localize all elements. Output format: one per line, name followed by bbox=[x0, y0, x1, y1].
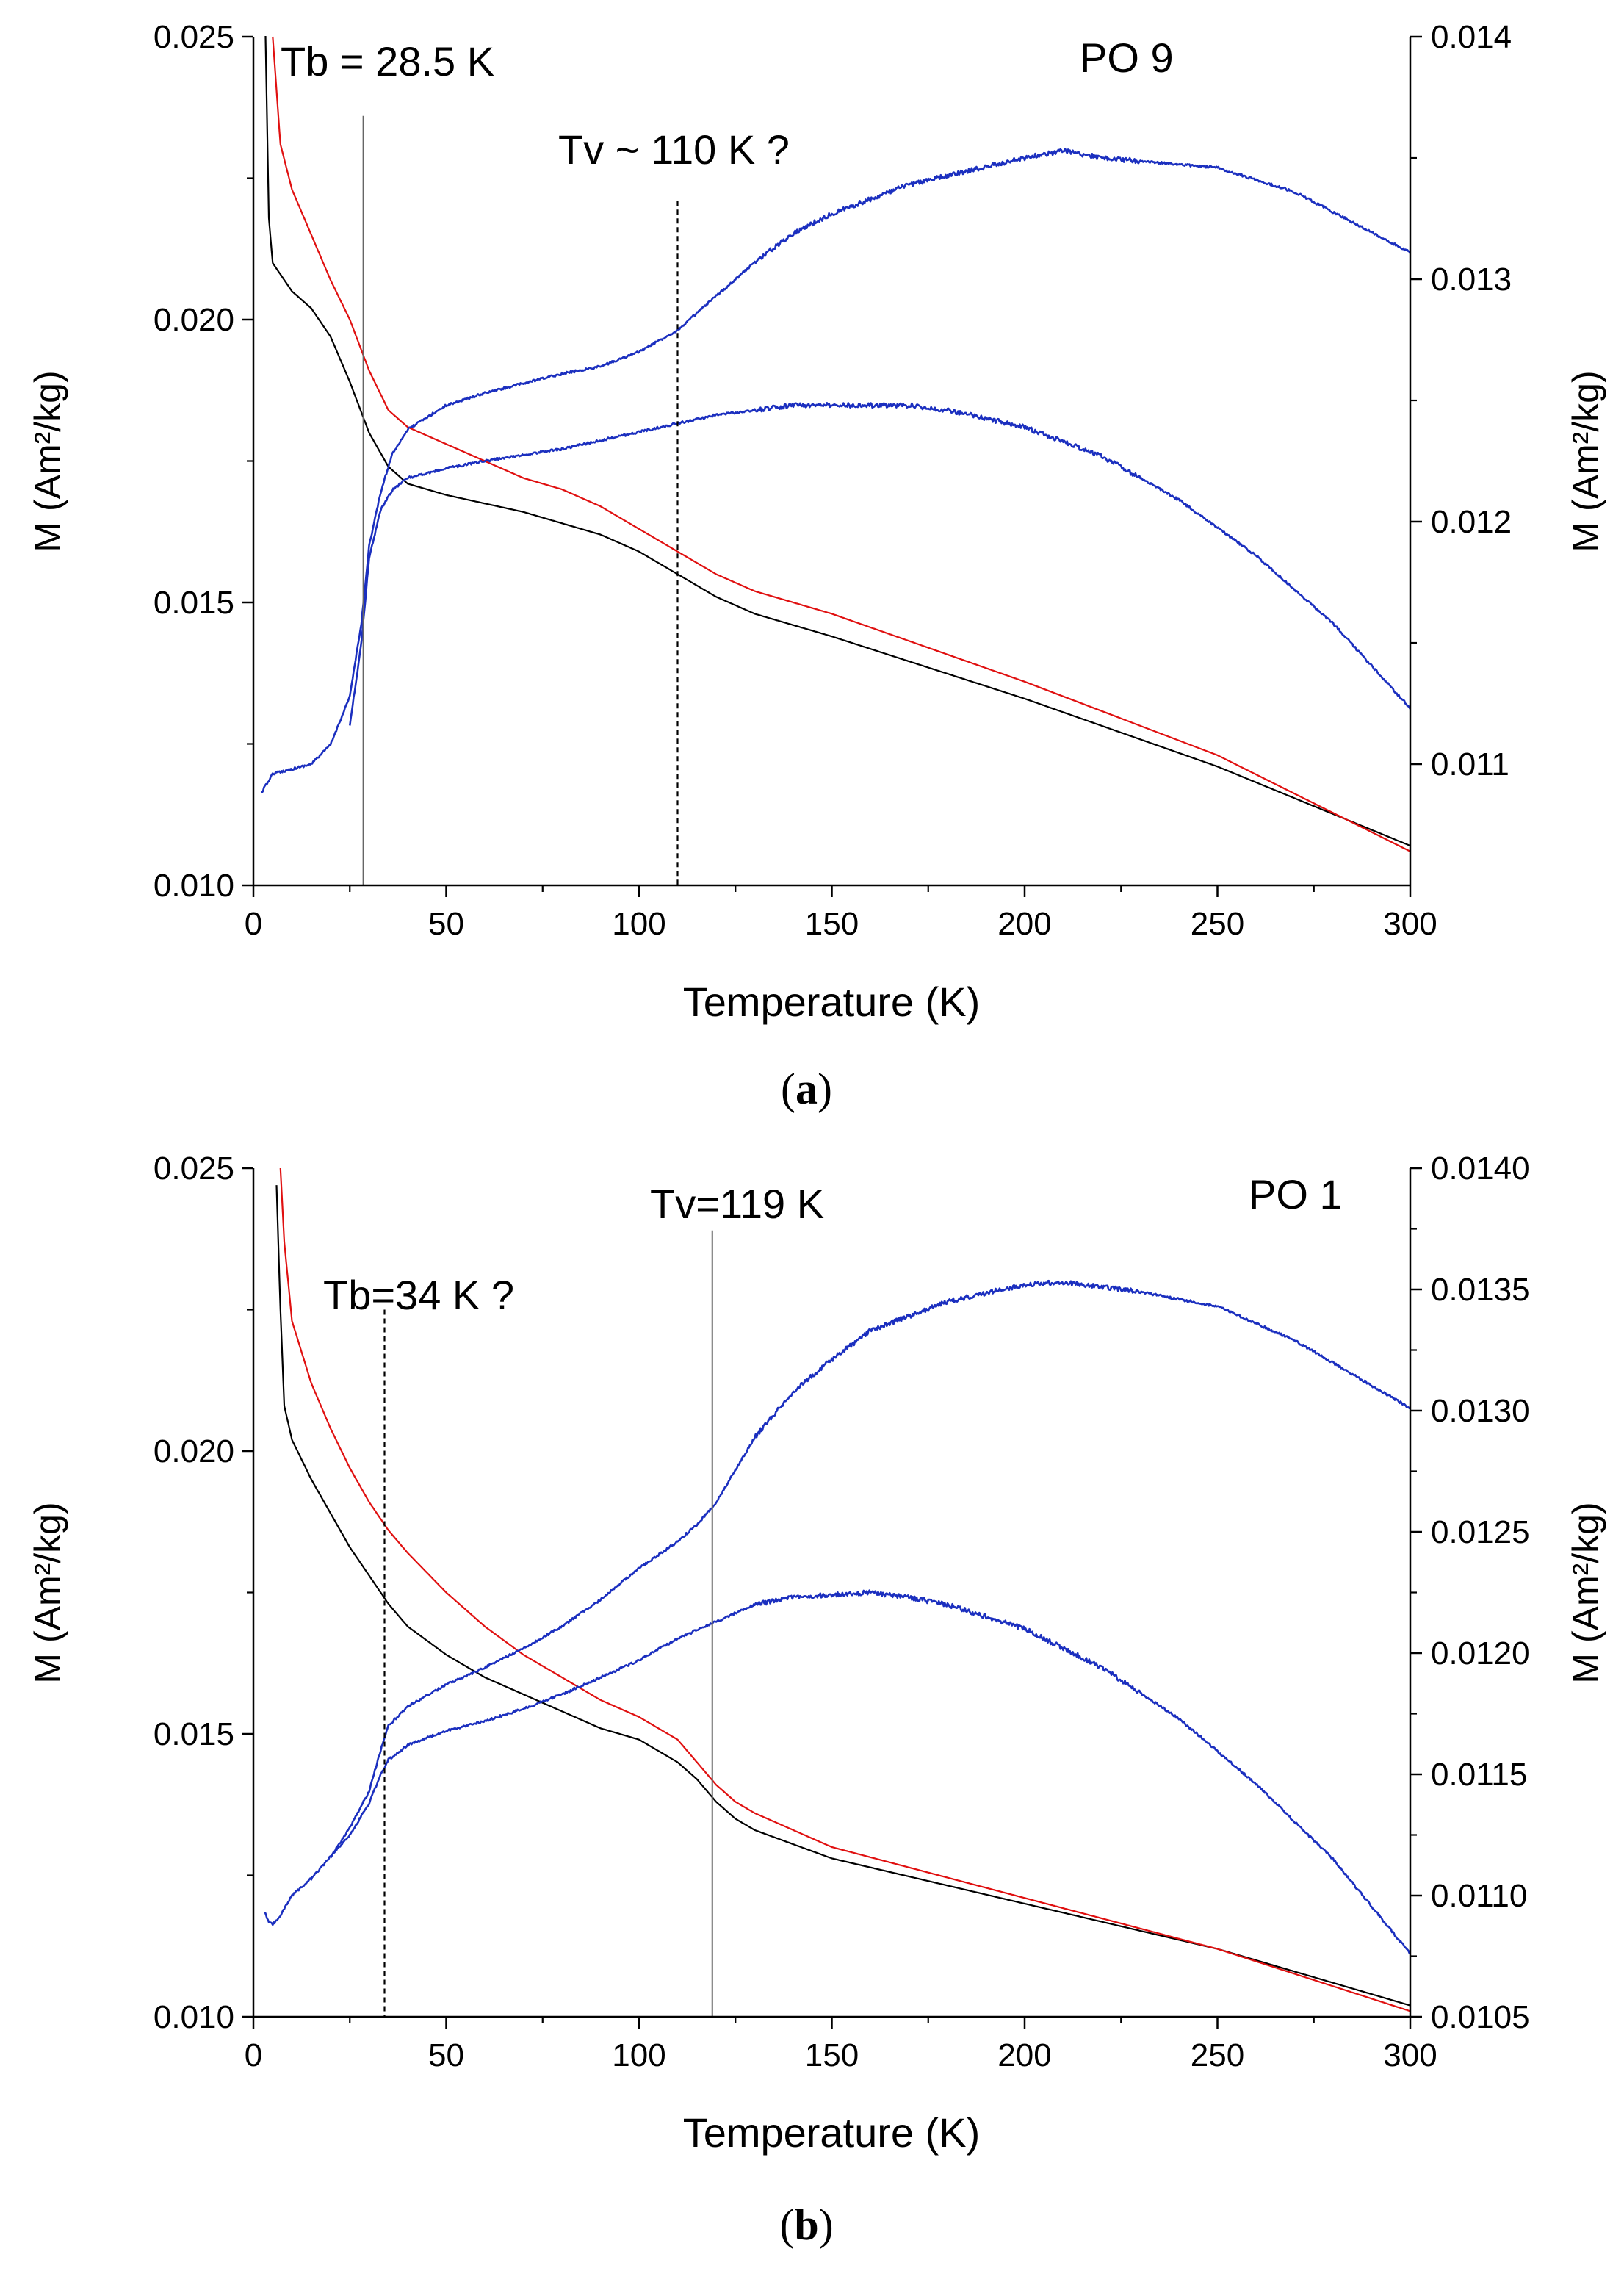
panel-b-x-tick-label: 300 bbox=[1383, 2037, 1437, 2073]
panel-b-y-right-tick-label: 0.0130 bbox=[1431, 1393, 1530, 1429]
panel-a-marker-lines bbox=[362, 115, 679, 885]
panel-a-xlabel: Temperature (K) bbox=[683, 979, 981, 1025]
panel-b-series-blue-lower bbox=[329, 1589, 1410, 1955]
panel-a-x-tick-label: 200 bbox=[997, 906, 1051, 942]
panel-a-y-left-tick-label: 0.015 bbox=[154, 585, 234, 621]
panel-b-y-right-tick-label: 0.0115 bbox=[1431, 1757, 1527, 1793]
panel-b-y-left-tick-label: 0.010 bbox=[154, 1999, 234, 2035]
panel-a-y-right-tick-label: 0.012 bbox=[1431, 504, 1512, 540]
panel-b-y-right-tick-label: 0.0125 bbox=[1431, 1514, 1530, 1550]
panel-a: 0 50 100 150 200 250 300 0.010 0.015 0.020 0.025 0.… bbox=[27, 19, 1606, 1113]
panel-a-ylabel-left: M (Am²/kg) bbox=[27, 370, 68, 552]
panel-b-x-tick-label: 200 bbox=[997, 2037, 1051, 2073]
panel-b-x-tick-label: 100 bbox=[612, 2037, 665, 2073]
panel-b-tv-label: Tv=119 K bbox=[650, 1181, 824, 1227]
panel-a-series bbox=[261, 36, 1410, 852]
panel-a-sample-label: PO 9 bbox=[1080, 35, 1174, 81]
panel-a-x-tick-label: 50 bbox=[428, 906, 464, 942]
panel-a-series-black bbox=[264, 36, 1410, 847]
panel-a-ticks: 0 50 100 150 200 250 300 0.010 0.015 0.020 0.025 0.… bbox=[154, 19, 1512, 942]
panel-b-series bbox=[264, 1167, 1410, 2012]
panel-a-y-left-tick-label: 0.020 bbox=[154, 302, 234, 338]
panel-b-y-right-tick-label: 0.0120 bbox=[1431, 1635, 1530, 1671]
panel-b-caption: (b) bbox=[779, 2200, 833, 2249]
panel-b-y-left-tick-label: 0.025 bbox=[154, 1151, 234, 1187]
panel-a-y-right-tick-label: 0.013 bbox=[1431, 262, 1512, 298]
panel-b-series-blue-upper bbox=[264, 1279, 1410, 1926]
panel-b-y-right-tick-label: 0.0105 bbox=[1431, 1999, 1530, 2035]
panel-a-x-tick-label: 0 bbox=[245, 906, 262, 942]
panel-b-xlabel: Temperature (K) bbox=[683, 2109, 981, 2156]
panel-b-ticks: 0 50 100 150 200 250 300 0.010 0.015 0.020 0.025 0.… bbox=[154, 1151, 1530, 2073]
panel-b-y-right-tick-label: 0.0135 bbox=[1431, 1272, 1530, 1308]
panel-b-x-tick-label: 50 bbox=[428, 2037, 464, 2073]
panel-b-ylabel-left: M (Am²/kg) bbox=[27, 1502, 68, 1683]
panel-b-sample-label: PO 1 bbox=[1249, 1171, 1343, 1217]
panel-b-series-red bbox=[279, 1167, 1410, 2012]
panel-a-x-tick-label: 250 bbox=[1191, 906, 1244, 942]
panel-b-x-tick-label: 0 bbox=[245, 2037, 262, 2073]
panel-b-tb-label: Tb=34 K ? bbox=[323, 1272, 514, 1318]
panel-a-series-red bbox=[272, 36, 1410, 852]
panel-a-y-left-tick-label: 0.025 bbox=[154, 19, 234, 55]
panel-b-x-tick-label: 250 bbox=[1191, 2037, 1244, 2073]
panel-a-ylabel-right: M (Am²/kg) bbox=[1565, 370, 1606, 552]
panel-b-y-left-tick-label: 0.020 bbox=[154, 1433, 234, 1469]
panel-b-ylabel-right: M (Am²/kg) bbox=[1565, 1502, 1606, 1683]
panel-a-caption: (a) bbox=[781, 1065, 832, 1113]
panel-b-x-tick-label: 150 bbox=[805, 2037, 859, 2073]
panel-a-series-blue-upper bbox=[261, 148, 1410, 793]
panel-a-x-tick-label: 150 bbox=[805, 906, 859, 942]
panel-a-y-left-tick-label: 0.010 bbox=[154, 868, 234, 904]
panel-a-tb-label: Tb = 28.5 K bbox=[281, 38, 494, 84]
panel-b-marker-lines bbox=[383, 1230, 713, 2017]
panel-a-x-tick-label: 100 bbox=[612, 906, 665, 942]
panel-b-y-left-tick-label: 0.015 bbox=[154, 1716, 234, 1752]
panel-a-y-right-tick-label: 0.011 bbox=[1431, 746, 1509, 782]
panel-a-tv-label: Tv ~ 110 K ? bbox=[558, 126, 790, 173]
panel-b-y-right-tick-label: 0.0140 bbox=[1431, 1151, 1530, 1187]
panel-b: 0 50 100 150 200 250 300 0.010 0.015 0.020 0.025 0.… bbox=[27, 1151, 1606, 2249]
panel-a-y-right-tick-label: 0.014 bbox=[1431, 19, 1512, 55]
panel-a-series-blue-lower bbox=[349, 402, 1410, 726]
panel-b-y-right-tick-label: 0.0110 bbox=[1431, 1878, 1527, 1914]
panel-a-x-tick-label: 300 bbox=[1383, 906, 1437, 942]
